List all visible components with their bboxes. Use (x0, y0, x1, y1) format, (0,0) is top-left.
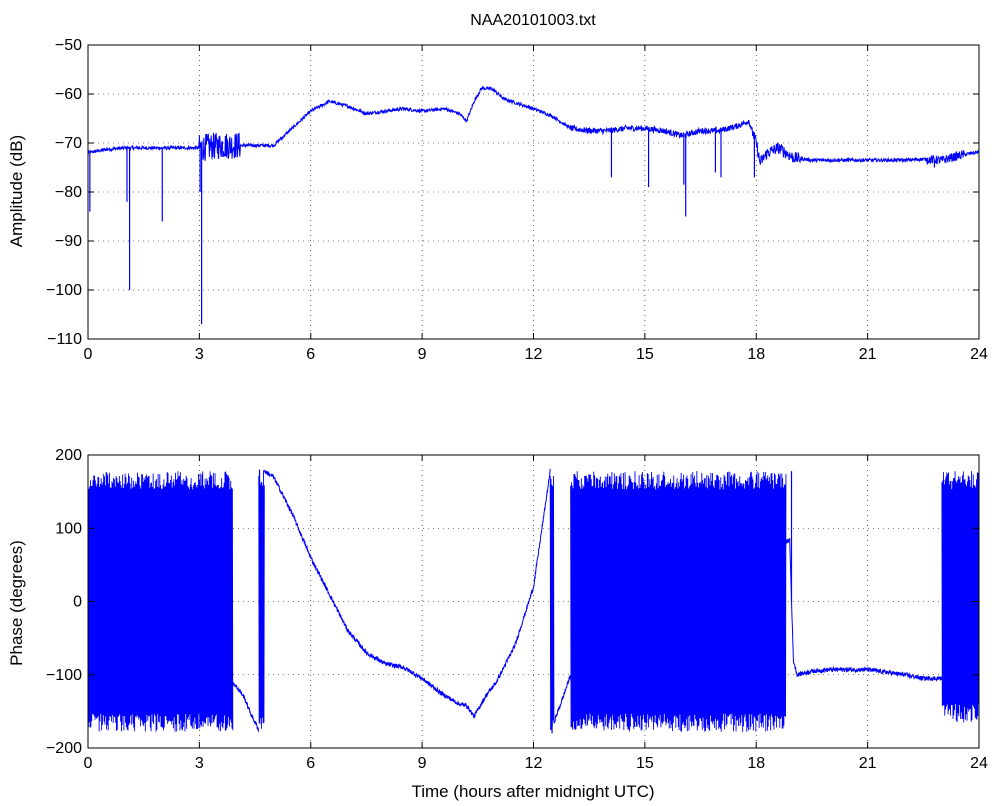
phase-xtick-label: 21 (859, 755, 877, 772)
amplitude-ytick-label: −110 (47, 331, 82, 348)
amplitude-xtick-label: 12 (525, 346, 543, 363)
amplitude-xtick-label: 24 (970, 346, 988, 363)
phase-ytick-label: 200 (55, 447, 82, 464)
phase-series (87, 468, 980, 734)
amplitude-line (87, 85, 980, 166)
phase-plot: Phase (degrees) Time (hours after midnig… (7, 447, 988, 801)
amplitude-series (87, 85, 980, 325)
phase-xtick-label: 9 (418, 755, 427, 772)
phase-ytick-label: 100 (55, 520, 82, 537)
phase-xtick-label: 15 (636, 755, 654, 772)
phase-x-axis-label: Time (hours after midnight UTC) (411, 782, 654, 801)
amplitude-xtick-label: 15 (636, 346, 654, 363)
phase-xtick-label: 24 (970, 755, 988, 772)
amplitude-ytick-label: −50 (55, 37, 82, 54)
amplitude-xtick-label: 6 (306, 346, 315, 363)
phase-xtick-label: 0 (84, 755, 93, 772)
amplitude-ytick-label: −100 (46, 282, 82, 299)
phase-smooth-segment (263, 468, 551, 719)
phase-ytick-label: 0 (73, 594, 82, 611)
phase-wrap-segment (87, 471, 234, 732)
phase-xtick-label: 3 (195, 755, 204, 772)
amplitude-plot-title: NAA20101003.txt (470, 12, 596, 29)
amplitude-plot: NAA20101003.txt Amplitude (dB) 0 3 6 9 12 15 1… (7, 12, 988, 363)
amplitude-y-axis-label: Amplitude (dB) (7, 135, 26, 247)
phase-xtick-label: 12 (525, 755, 543, 772)
amplitude-ytick-label: −70 (55, 135, 82, 152)
amplitude-xtick-label: 18 (747, 346, 765, 363)
amplitude-xtick-label: 3 (195, 346, 204, 363)
phase-smooth-segment (785, 538, 943, 682)
amplitude-ticks: 0 3 6 9 12 15 18 21 24 −50 −60 −70 −80 −90 −100 −110 (46, 37, 988, 363)
phase-y-axis-label: Phase (degrees) (7, 540, 26, 666)
phase-ytick-label: −100 (46, 667, 82, 684)
phase-ytick-label: −200 (46, 740, 82, 757)
amplitude-xtick-label: 21 (859, 346, 877, 363)
amplitude-ytick-label: −80 (55, 184, 82, 201)
phase-wrap-segment (941, 471, 980, 723)
amplitude-grid (88, 45, 979, 339)
phase-wrap-segment (570, 471, 787, 732)
phase-smooth-segment (232, 682, 260, 733)
phase-xtick-label: 18 (747, 755, 765, 772)
amplitude-ytick-label: −90 (55, 233, 82, 250)
phase-xtick-label: 6 (306, 755, 315, 772)
amplitude-ytick-label: −60 (55, 86, 82, 103)
amplitude-xtick-label: 0 (84, 346, 93, 363)
phase-ticks: 0 3 6 9 12 15 18 21 24 200 100 0 −100 −200 (46, 447, 988, 772)
amplitude-xtick-label: 9 (418, 346, 427, 363)
phase-grid (88, 455, 979, 748)
phase-smooth-segment (553, 675, 572, 724)
